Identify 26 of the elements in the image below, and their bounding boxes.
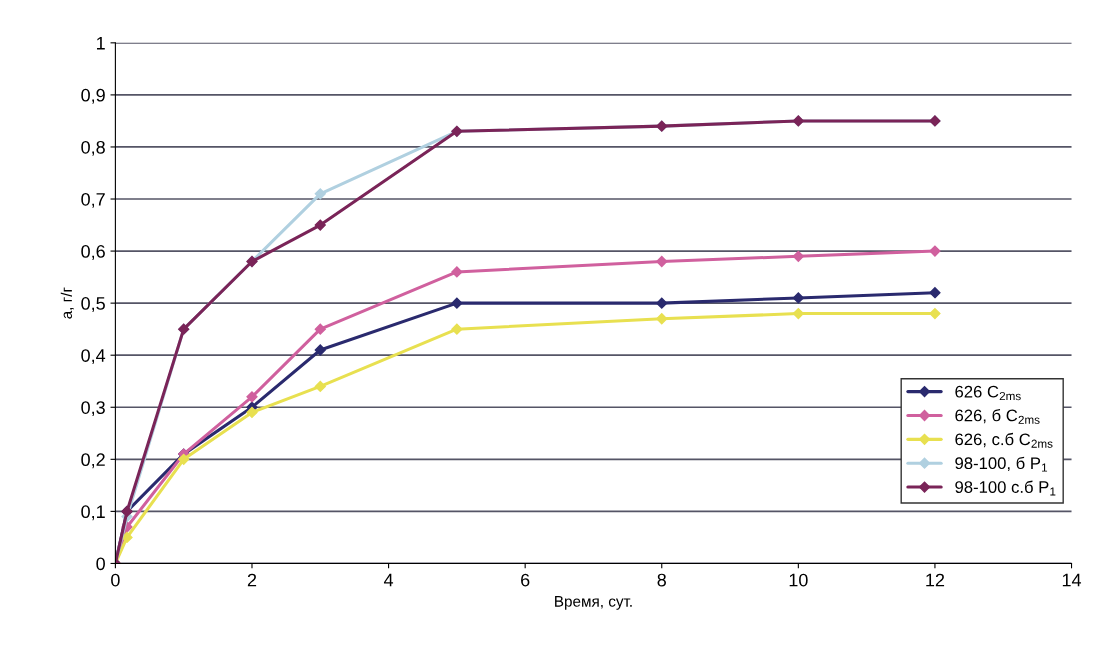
y-tick-label: 0,4 <box>81 349 106 365</box>
y-tick-label: 0,9 <box>81 88 105 104</box>
x-tick-label: 2 <box>247 573 257 587</box>
legend-label: 626, б C$_{2ms}$ <box>955 408 1040 424</box>
x-tick-label: 4 <box>383 573 394 587</box>
x-axis-title: Время, сут. <box>555 596 632 610</box>
legend-label: 98-100, б P$_{1}$ <box>955 456 1048 472</box>
y-tick-label: 0,5 <box>81 297 105 312</box>
y-tick-label: 1 <box>97 36 105 50</box>
y-tick-label: 0,3 <box>81 401 105 417</box>
legend-label: 98-100 с.б P$_{1}$ <box>955 480 1056 496</box>
x-tick-label: 14 <box>1062 573 1082 587</box>
legend-label: 626 C$_{2ms}$ <box>955 385 1021 401</box>
x-tick-label: 0 <box>111 573 120 587</box>
y-tick-label: 0,8 <box>81 140 105 156</box>
x-tick-label: 10 <box>789 573 808 587</box>
x-tick-label: 6 <box>521 573 530 587</box>
y-tick-label: 0,1 <box>81 505 105 521</box>
y-tick-label: 0 <box>96 557 105 571</box>
x-tick-label: 8 <box>657 573 666 587</box>
y-tick-label: 0,6 <box>81 245 105 260</box>
y-tick-label: 0,7 <box>81 192 105 208</box>
legend-label: 626, с.б C$_{2ms}$ <box>955 432 1053 448</box>
y-tick-label: 0,2 <box>81 453 105 469</box>
x-tick-label: 12 <box>926 573 945 587</box>
y-axis-title: а, г/г <box>60 287 74 319</box>
